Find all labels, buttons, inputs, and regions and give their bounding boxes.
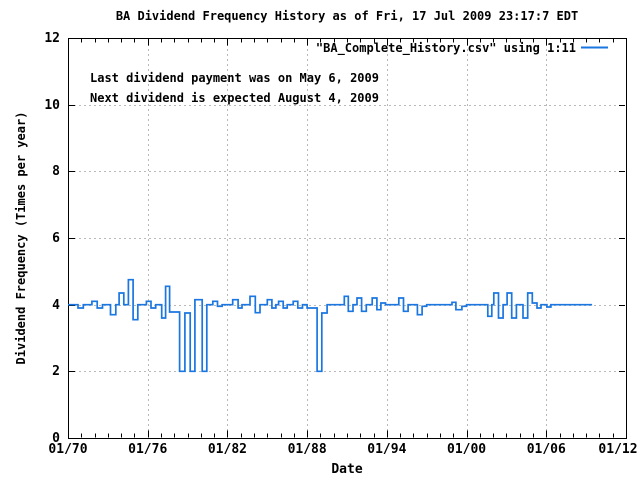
data-series-line: [68, 278, 593, 373]
annotation-next-dividend: Next dividend is expected August 4, 2009: [90, 91, 379, 105]
y-tick-label-6: 6: [52, 231, 60, 246]
x-tick-label-01/06: 01/06: [527, 442, 566, 457]
x-tick-label-01/82: 01/82: [208, 442, 247, 457]
y-tick-label-0: 0: [52, 431, 60, 446]
annotation-last-dividend: Last dividend payment was on May 6, 2009: [90, 71, 379, 85]
x-tick-label-01/70: 01/70: [48, 442, 87, 457]
y-axis-title: Dividend Frequency (Times per year): [14, 111, 28, 365]
x-tick-label-01/12: 01/12: [598, 442, 637, 457]
legend-label: "BA_Complete_History.csv" using 1:11: [315, 41, 576, 55]
x-tick-label-01/88: 01/88: [288, 442, 327, 457]
y-tick-label-4: 4: [52, 298, 60, 313]
chart-title: BA Dividend Frequency History as of Fri,…: [115, 9, 579, 23]
y-tick-label-12: 12: [44, 31, 60, 46]
y-tick-label-2: 2: [52, 364, 60, 379]
x-tick-label-01/76: 01/76: [128, 442, 167, 457]
x-axis-title: Date: [331, 462, 363, 477]
y-tick-label-8: 8: [52, 164, 60, 179]
x-tick-label-01/00: 01/00: [447, 442, 486, 457]
y-tick-label-10: 10: [44, 98, 60, 113]
x-tick-label-01/94: 01/94: [367, 442, 406, 457]
